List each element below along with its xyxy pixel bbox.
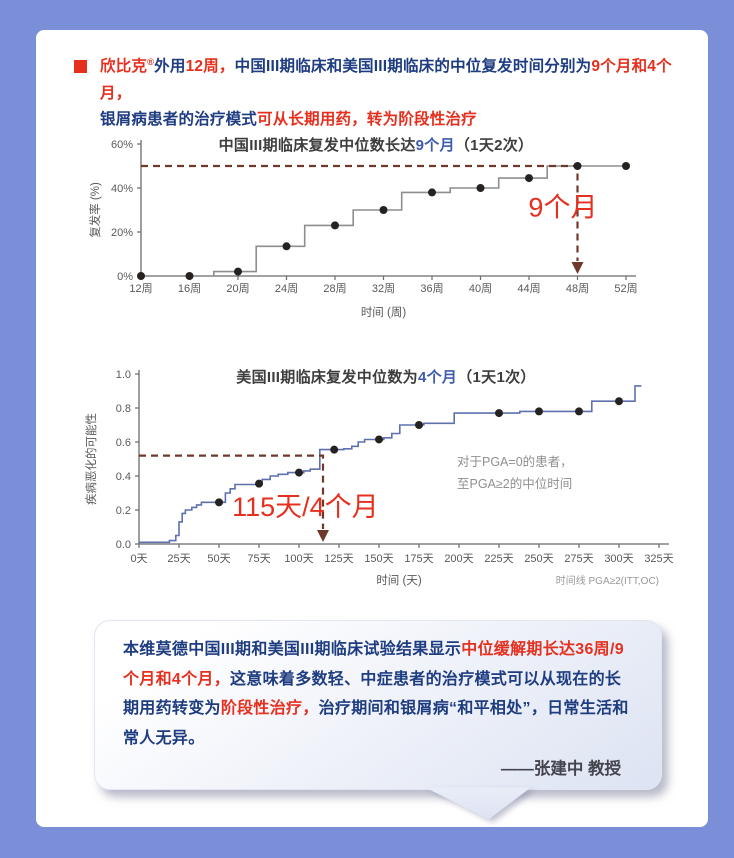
y-axis-title: 复发率 (%) bbox=[88, 182, 102, 238]
data-point bbox=[573, 162, 582, 170]
speech-bubble-tail bbox=[425, 787, 531, 820]
x-axis-title: 时间 (天) bbox=[376, 574, 422, 587]
us-phase3-relapse-chart: 0.0 0.2 0.4 0.6 0.8 1.0 0天 25天 50天 75天 100天 125天 150… bbox=[82, 366, 690, 590]
x-tick-label: 225天 bbox=[484, 553, 513, 565]
median-arrow-icon bbox=[317, 530, 329, 542]
pga-annotation-line: 对于PGA=0的患者， bbox=[457, 454, 573, 469]
data-point bbox=[215, 498, 223, 507]
x-tick-label: 250天 bbox=[524, 553, 553, 565]
median-arrow-icon bbox=[571, 262, 584, 274]
x-tick-label: 325天 bbox=[644, 553, 673, 565]
x-tick-label: 32周 bbox=[372, 282, 395, 295]
y-tick-label: 0.6 bbox=[116, 437, 131, 449]
x-tick-label: 44周 bbox=[517, 282, 540, 295]
x-tick-label: 100天 bbox=[284, 553, 313, 565]
data-point bbox=[525, 174, 533, 183]
data-point bbox=[295, 468, 303, 477]
y-tick-label: 0.0 bbox=[116, 539, 131, 551]
key-message-text: 欣比克®外用12周，中国III期临床和美国III期临床的中位复发时间分别为9个月… bbox=[100, 54, 680, 134]
data-point bbox=[234, 267, 242, 276]
data-point bbox=[137, 272, 145, 280]
x-tick-label: 275天 bbox=[564, 553, 593, 565]
x-tick-label: 28周 bbox=[323, 282, 346, 295]
data-point bbox=[495, 409, 503, 418]
china-chart-canvas: 0% 20% 40% 60% 12周 16周 20周 24周 28周 32周 36周 40周 44周 48… bbox=[88, 139, 638, 319]
x-tick-label: 16周 bbox=[178, 282, 201, 295]
expert-quote-signature: ——张建中 教授 bbox=[500, 760, 621, 779]
data-point bbox=[330, 445, 339, 454]
data-point bbox=[255, 479, 263, 488]
x-tick-label: 75天 bbox=[247, 553, 270, 565]
x-tick-label: 20周 bbox=[226, 282, 249, 295]
x-tick-label: 125天 bbox=[324, 553, 353, 565]
x-tick-label: 24周 bbox=[275, 282, 298, 295]
data-point bbox=[476, 184, 485, 192]
x-tick-label: 12周 bbox=[129, 282, 152, 295]
x-axis-title: 时间 (周) bbox=[361, 306, 407, 319]
pga-annotation-line: 至PGA≥2的中位时间 bbox=[457, 476, 572, 491]
expert-quote-bubble: 本维莫德中国III期和美国III期临床试验结果显示中位缓解期长达36周/9个月和… bbox=[94, 620, 662, 820]
key-message-header: 欣比克®外用12周，中国III期临床和美国III期临床的中位复发时间分别为9个月… bbox=[36, 30, 708, 134]
data-point bbox=[615, 397, 623, 406]
us-chart-canvas: 0.0 0.2 0.4 0.6 0.8 1.0 0天 25天 50天 75天 100天 125天 150… bbox=[84, 369, 674, 587]
x-tick-label: 52周 bbox=[614, 282, 637, 295]
x-tick-label: 300天 bbox=[604, 553, 633, 565]
survival-step-curve bbox=[141, 165, 626, 277]
x-tick-label: 48周 bbox=[566, 282, 589, 295]
x-tick-label: 200天 bbox=[444, 553, 473, 565]
y-tick-label: 0.8 bbox=[116, 403, 131, 415]
y-tick-label: 40% bbox=[111, 183, 133, 195]
y-tick-label: 0.4 bbox=[116, 471, 131, 483]
y-tick-label: 0.2 bbox=[116, 505, 131, 517]
data-point bbox=[622, 162, 630, 170]
y-tick-label: 20% bbox=[111, 227, 133, 239]
x-tick-label: 25天 bbox=[167, 553, 190, 565]
content-panel: 欣比克®外用12周，中国III期临床和美国III期临床的中位复发时间分别为9个月… bbox=[36, 30, 708, 827]
x-tick-label: 175天 bbox=[404, 553, 433, 565]
data-point bbox=[331, 221, 339, 230]
data-point bbox=[379, 206, 388, 214]
data-point bbox=[575, 407, 583, 416]
y-tick-label: 0% bbox=[117, 271, 133, 283]
median-value-label: 115天/4个月 bbox=[232, 492, 379, 522]
x-tick-label: 36周 bbox=[420, 282, 443, 295]
y-axis-title: 疾病恶化的可能性 bbox=[84, 413, 98, 505]
median-value-label: 9个月 bbox=[528, 193, 597, 223]
x-tick-label: 0天 bbox=[130, 553, 147, 565]
key-message-line-1: 欣比克®外用12周，中国III期临床和美国III期临床的中位复发时间分别为9个月… bbox=[100, 56, 672, 102]
y-tick-label: 60% bbox=[111, 139, 133, 151]
timeline-note: 时间线 PGA≥2(ITT,OC) bbox=[556, 574, 659, 587]
data-point bbox=[535, 407, 543, 416]
x-tick-label: 50天 bbox=[207, 553, 230, 565]
china-phase3-relapse-chart: 0% 20% 40% 60% 12周 16周 20周 24周 28周 32周 36周 40周 44周 48… bbox=[86, 134, 666, 330]
data-point bbox=[185, 272, 194, 280]
y-tick-label: 1.0 bbox=[116, 369, 131, 381]
expert-quote-text: 本维莫德中国III期和美国III期临床试验结果显示中位缓解期长达36周/9个月和… bbox=[123, 641, 629, 747]
data-point bbox=[375, 435, 383, 444]
key-message-line-2: 银屑病患者的治疗模式可从长期用药，转为阶段性治疗 bbox=[100, 111, 477, 129]
x-tick-label: 150天 bbox=[364, 553, 393, 565]
data-point bbox=[415, 421, 423, 429]
x-tick-label: 40周 bbox=[469, 282, 492, 295]
median-dashed-line bbox=[141, 164, 579, 261]
data-point bbox=[428, 188, 436, 197]
median-dashed-line bbox=[139, 454, 325, 529]
data-point bbox=[282, 242, 291, 251]
red-square-bullet-icon bbox=[74, 60, 87, 73]
